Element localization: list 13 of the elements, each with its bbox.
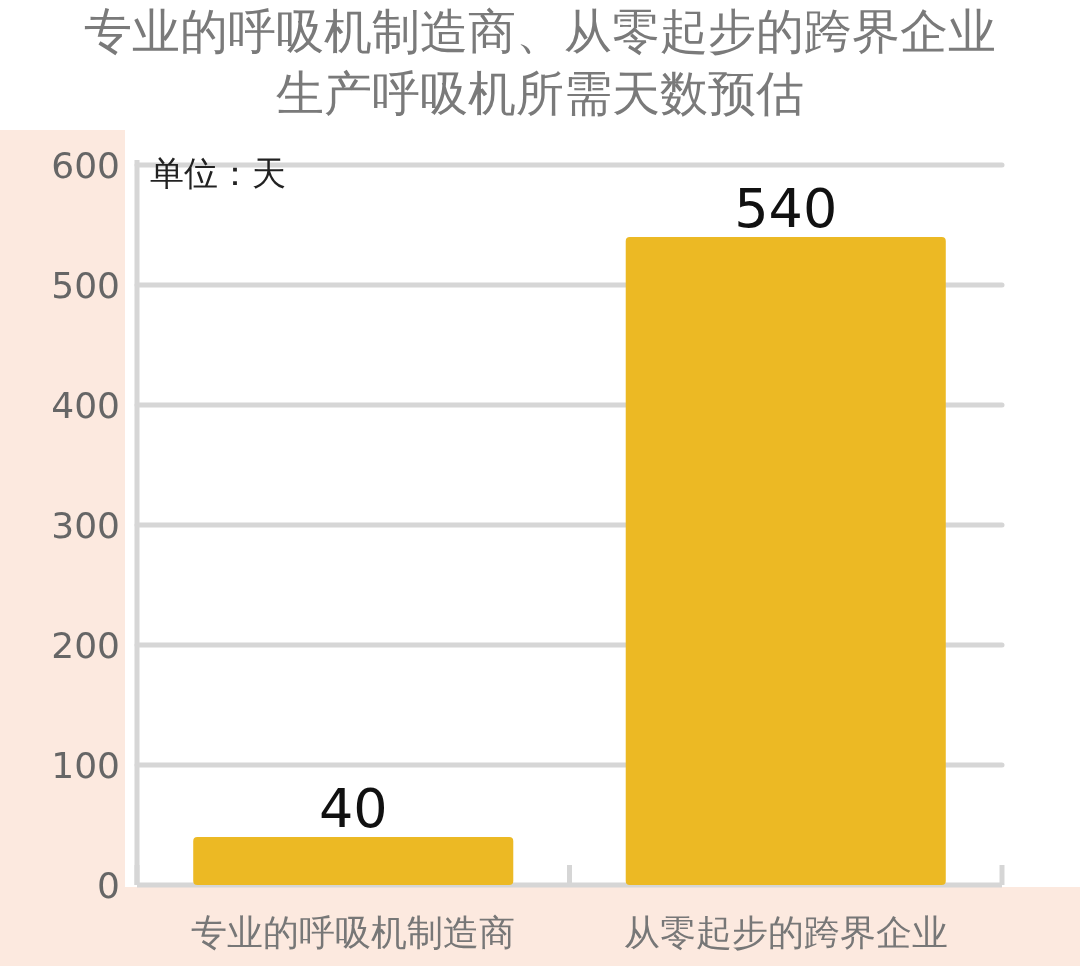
x-tick-label: 从零起步的跨界企业 — [623, 912, 948, 953]
y-tick-label: 600 — [51, 145, 120, 186]
annotation: 单位：天 — [150, 153, 286, 193]
y-tick-label: 300 — [51, 505, 120, 546]
chart-title: 专业的呼吸机制造商、从零起步的跨界企业生产呼吸机所需天数预估 — [83, 2, 997, 123]
x-tick-label: 专业的呼吸机制造商 — [191, 912, 516, 953]
y-tick-label: 200 — [51, 625, 120, 666]
data-label: 40 — [318, 777, 388, 840]
y-tick-label: 100 — [51, 745, 120, 786]
data-label: 540 — [734, 177, 838, 240]
y-tick-label: 400 — [51, 385, 120, 426]
y-tick-label: 500 — [51, 265, 120, 306]
y-tick-label: 0 — [97, 865, 120, 906]
